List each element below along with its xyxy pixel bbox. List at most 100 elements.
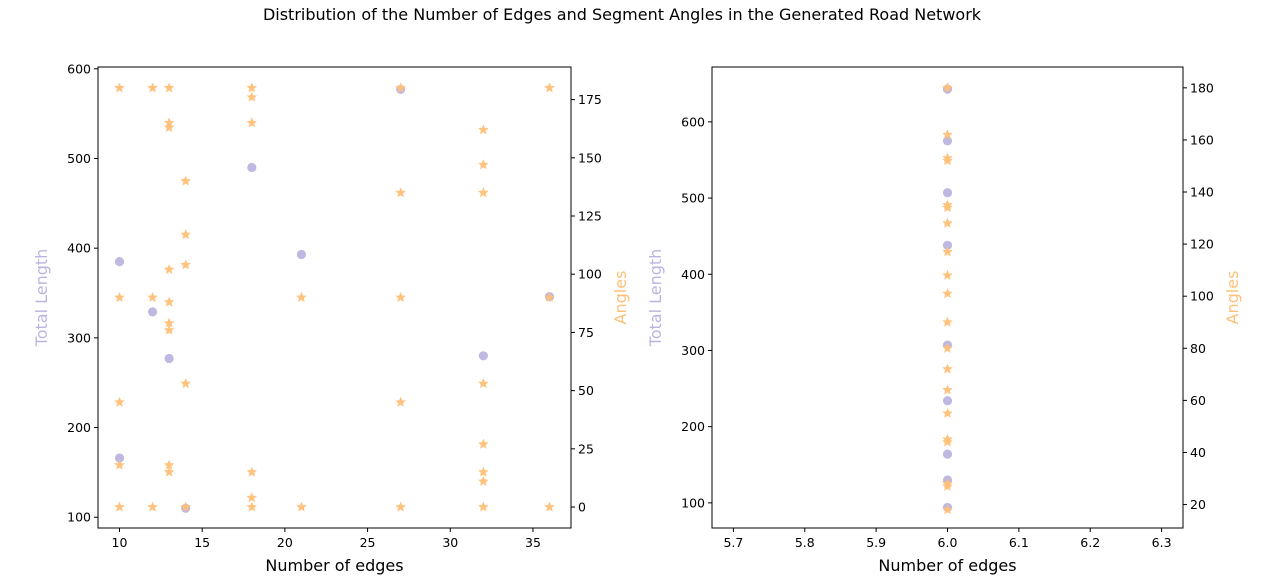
right-panel: 5.7 5.8 5.9 6.0 6.1 6.2 6.3 Number of edges 100 2… [646, 66, 1242, 575]
left-panel: 10 15 20 25 30 35 Number of edges 100 200 300 400 5… [32, 61, 630, 575]
angle-point [246, 466, 258, 477]
angle-point [163, 317, 175, 328]
angle-point [147, 501, 158, 512]
angle-point [478, 378, 489, 389]
length-point [942, 136, 953, 146]
angle-point [544, 291, 555, 303]
length-point [147, 307, 158, 317]
length-point [114, 257, 125, 267]
y-left-tick-label: 300 [681, 343, 705, 358]
angle-point [942, 316, 953, 327]
plot-frame [97, 66, 572, 529]
angle-point [246, 492, 258, 503]
angle-series [114, 82, 555, 512]
x-tick-label: 35 [525, 535, 541, 550]
length-point [942, 188, 953, 198]
y-right-axis-label: Angles [611, 271, 630, 325]
angle-point [942, 363, 953, 374]
angle-point [114, 501, 125, 512]
angle-point [942, 202, 953, 213]
x-tick-label: 15 [194, 535, 210, 550]
length-point [114, 453, 125, 463]
angle-point [478, 475, 489, 486]
y-left-tick-label: 200 [681, 419, 705, 434]
angle-point [147, 82, 158, 93]
x-axis-label: Number of edges [265, 556, 403, 575]
angle-point [942, 407, 953, 418]
angle-point [544, 82, 555, 93]
y-left-tick-label: 400 [67, 241, 91, 256]
length-point [164, 353, 174, 364]
length-point [247, 162, 257, 173]
angle-point [942, 82, 953, 93]
angle-point [296, 291, 307, 303]
angle-point [942, 480, 953, 491]
angle-point [395, 291, 406, 303]
y-right-tick-label: 75 [578, 325, 594, 340]
angle-point [942, 436, 953, 447]
angle-point [246, 501, 258, 512]
angle-point [163, 459, 175, 470]
y-left-tick-label: 500 [67, 151, 91, 166]
x-axis: 10 15 20 25 30 35 [112, 528, 541, 550]
x-axis: 5.7 5.8 5.9 6.0 6.1 6.2 6.3 [723, 528, 1172, 550]
length-series [942, 84, 953, 513]
x-axis-label: Number of edges [878, 556, 1016, 575]
y-left-tick-label: 100 [681, 495, 705, 510]
x-tick-label: 20 [277, 535, 293, 550]
angle-point [478, 187, 489, 198]
x-tick-label: 5.7 [723, 535, 743, 550]
y-left-tick-label: 200 [67, 420, 91, 435]
y-right-tick-label: 180 [1190, 80, 1214, 95]
y-left-tick-label: 500 [681, 191, 705, 206]
y-axis-right: 20 40 60 80 100 120 140 160 180 [1183, 80, 1214, 512]
angle-point [395, 501, 406, 512]
y-right-tick-label: 50 [578, 383, 594, 398]
angle-point [180, 501, 191, 512]
y-axis-left: 100 200 300 400 500 600 [67, 61, 98, 525]
angle-point [942, 287, 953, 299]
angle-point [163, 466, 175, 477]
y-left-tick-label: 400 [681, 267, 705, 282]
y-axis-right: 0 25 50 75 100 125 150 175 [571, 92, 602, 515]
angle-point [180, 259, 191, 270]
y-right-tick-label: 125 [578, 209, 602, 224]
angle-point [163, 82, 175, 93]
x-tick-label: 5.9 [866, 535, 886, 550]
angle-point [942, 246, 953, 257]
y-right-tick-label: 20 [1190, 497, 1206, 512]
x-tick-label: 6.2 [1080, 535, 1100, 550]
figure-title: Distribution of the Number of Edges and … [263, 5, 982, 24]
y-right-tick-label: 120 [1190, 237, 1214, 252]
angle-point [942, 504, 953, 515]
x-tick-label: 30 [442, 535, 458, 550]
angle-point [478, 466, 489, 477]
y-right-tick-label: 100 [1190, 289, 1214, 304]
angle-point [942, 217, 953, 228]
y-right-tick-label: 60 [1190, 393, 1206, 408]
angle-point [544, 501, 555, 512]
length-point [942, 396, 953, 406]
angle-point [395, 396, 406, 407]
angle-point [942, 155, 953, 166]
angle-point [147, 291, 158, 303]
y-right-tick-label: 25 [578, 441, 594, 456]
angle-series [942, 82, 953, 515]
angle-point [296, 501, 307, 512]
y-right-tick-label: 150 [578, 150, 602, 165]
angle-point [180, 378, 191, 389]
y-right-axis-label: Angles [1223, 271, 1242, 325]
y-right-tick-label: 175 [578, 92, 602, 107]
y-right-tick-label: 160 [1190, 132, 1214, 147]
length-point [296, 249, 307, 260]
y-left-tick-label: 600 [681, 114, 705, 129]
y-right-tick-label: 0 [578, 500, 586, 515]
angle-point [180, 229, 191, 240]
angle-point [478, 124, 489, 135]
y-right-tick-label: 140 [1190, 185, 1214, 200]
angle-point [246, 82, 258, 93]
length-series [114, 84, 555, 513]
y-left-axis-label: Total Length [32, 249, 51, 348]
